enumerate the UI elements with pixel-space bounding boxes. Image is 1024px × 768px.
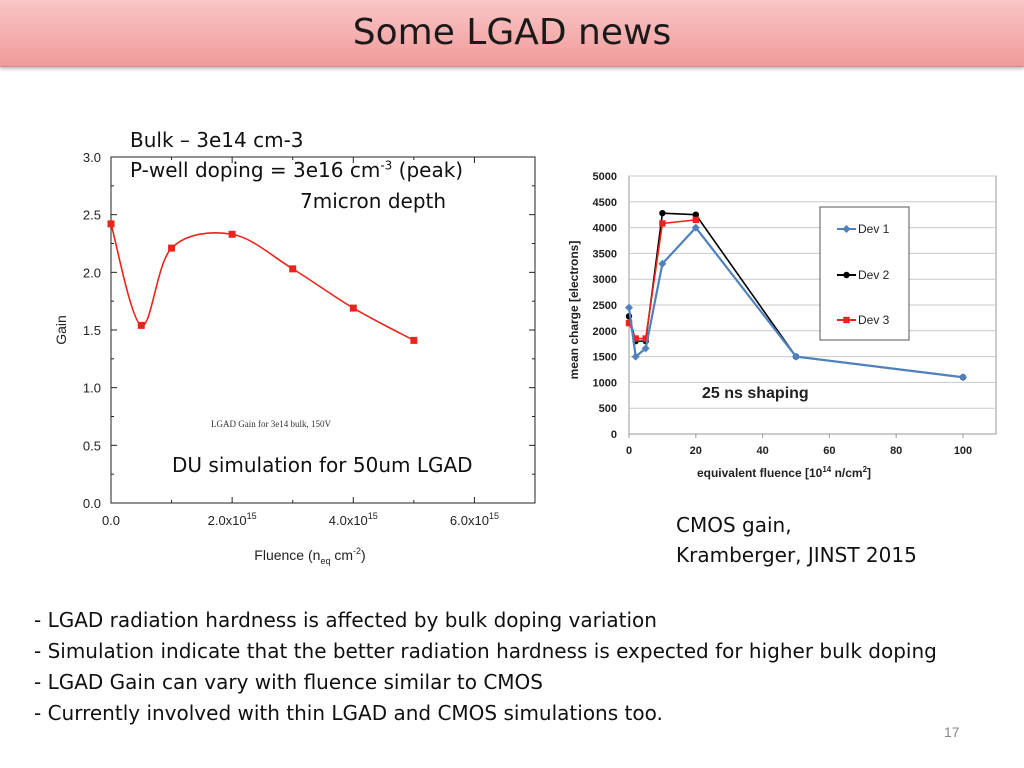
y-tick-label: 2500 [593, 300, 617, 312]
y-tick-label: 3000 [593, 274, 617, 286]
y-tick-label: 0.5 [83, 438, 101, 453]
x-axis-label: equivalent fluence [1014 n/cm2] [697, 465, 871, 480]
legend-label: Dev 2 [858, 268, 890, 282]
y-tick-label: 500 [599, 403, 617, 415]
x-tick-label: 100 [954, 445, 972, 457]
legend-label: Dev 1 [858, 222, 890, 236]
cmos-caption-line2: Kramberger, JINST 2015 [676, 543, 917, 567]
x-tick-label: 0.0 [102, 513, 120, 528]
slide-title: Some LGAD news [352, 12, 672, 53]
y-axis-label: Gain [53, 315, 69, 345]
y-tick-label: 3500 [593, 248, 617, 260]
du-caption: DU simulation for 50um LGAD [172, 453, 473, 477]
y-tick-label: 5000 [593, 171, 617, 183]
series-point [692, 216, 699, 224]
shaping-label: 25 ns shaping [702, 385, 809, 402]
y-tick-label: 1.5 [83, 323, 101, 338]
y-tick-label: 0 [611, 429, 617, 441]
series-point [659, 220, 666, 227]
series-point [641, 344, 650, 353]
legend-marker [842, 225, 851, 233]
x-tick-label: 0 [626, 445, 632, 457]
series-point [659, 209, 666, 217]
chart-legend: Dev 1 Dev 2 Dev 3 [819, 206, 910, 341]
y-tick-label: 1.0 [83, 381, 101, 396]
series-point [792, 352, 800, 361]
series-point [642, 335, 649, 342]
annot-pwell-sup: -3 [380, 158, 393, 173]
series-point [691, 223, 700, 232]
x-tick-label: 40 [756, 445, 768, 457]
annot-bulk: Bulk – 3e14 cm-3 [130, 128, 304, 152]
y-tick-label: 4500 [593, 197, 617, 209]
x-tick-label: 60 [823, 445, 835, 457]
bullet-item: - Simulation indicate that the better ra… [34, 639, 937, 663]
y-tick-label: 2.0 [83, 265, 101, 280]
page-number: 17 [944, 724, 960, 740]
annot-pwell: P-well doping = 3e16 cm-3 (peak) [130, 158, 463, 182]
bullet-item: - LGAD radiation hardness is affected by… [34, 608, 657, 632]
x-tick-label: 20 [690, 445, 702, 457]
bullet-item: - LGAD Gain can vary with fluence simila… [34, 670, 543, 694]
annot-pwell-post: (peak) [392, 158, 464, 182]
x-tick-label: 2.0x1015 [208, 511, 257, 528]
x-tick-label: 80 [890, 445, 902, 457]
gain-point [168, 244, 176, 252]
bullet-list: - LGAD radiation hardness is affected by… [34, 605, 937, 729]
x-axis-label: Fluence (neq cm-2) [254, 546, 365, 566]
title-bar: Some LGAD news [0, 0, 1024, 67]
x-tick-label: 4.0x1015 [329, 511, 378, 528]
annot-pwell-main: P-well doping = 3e16 cm [130, 158, 381, 182]
series-point [692, 211, 699, 218]
gain-point [410, 336, 418, 344]
cmos-caption-line1: CMOS gain, [676, 513, 792, 537]
series-point [625, 303, 633, 312]
legend-marker [843, 316, 850, 324]
gain-point [228, 230, 236, 238]
legend-box [819, 206, 910, 341]
series-point [625, 319, 633, 327]
series-point [959, 373, 967, 382]
series-point [632, 335, 639, 342]
y-tick-label: 2000 [593, 326, 617, 338]
bullet-item: - Currently involved with thin LGAD and … [34, 701, 663, 725]
y-tick-label: 1000 [593, 377, 617, 389]
gain-point [137, 321, 145, 329]
inner-caption: LGAD Gain for 3e14 bulk, 150V [211, 419, 331, 429]
gain-point [349, 304, 357, 312]
annot-depth: 7micron depth [300, 189, 447, 213]
series-point [658, 259, 667, 268]
legend-label: Dev 3 [858, 313, 890, 327]
y-tick-label: 3.0 [83, 150, 101, 165]
y-axis-label: mean charge [electrons] [567, 241, 581, 380]
y-tick-label: 2.5 [83, 208, 101, 223]
series-point [631, 352, 640, 361]
y-tick-label: 1500 [593, 352, 617, 364]
y-tick-label: 0.0 [83, 496, 101, 511]
y-tick-label: 4000 [593, 223, 617, 235]
legend-marker [843, 271, 850, 279]
x-tick-label: 6.0x1015 [450, 511, 499, 528]
gain-point [107, 220, 115, 228]
gain-point [289, 265, 297, 273]
